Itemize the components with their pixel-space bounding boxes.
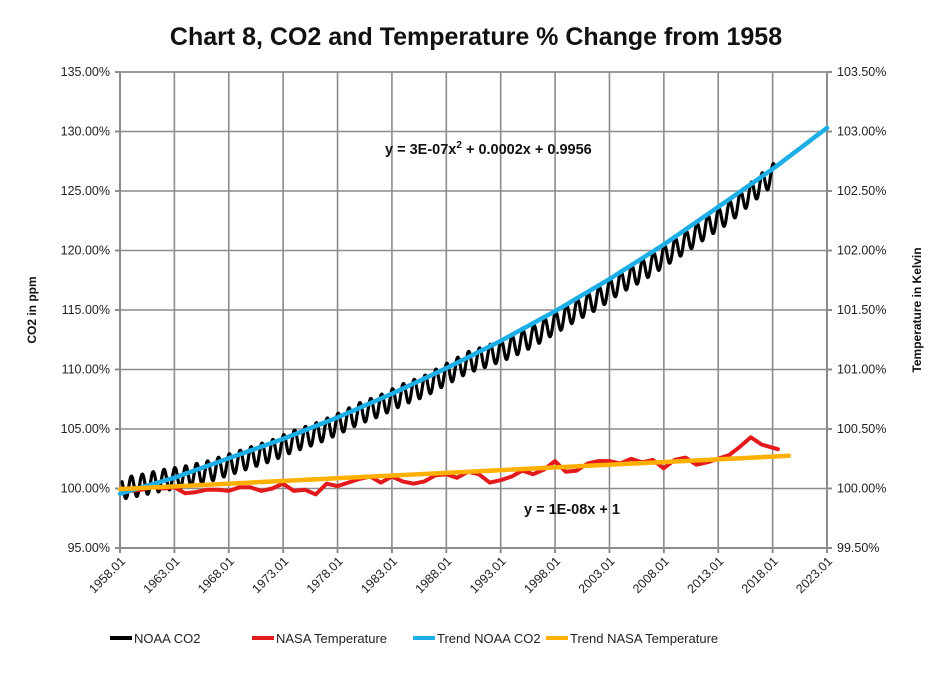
- left-tick-label: 95.00%: [68, 541, 110, 555]
- series-noaa-co2: [120, 162, 776, 500]
- x-tick-label: 2003.01: [576, 554, 618, 596]
- left-axis-ticks: 95.00% 100.00% 105.00% 110.00% 115.00% 120.00…: [61, 65, 110, 555]
- right-axis-title: Temperature in Kelvin: [910, 247, 924, 372]
- series-trend-noaa-co2: [117, 125, 830, 496]
- left-tick-label: 115.00%: [62, 303, 110, 317]
- co2-trend-equation-sup: 2: [456, 140, 462, 151]
- legend-label: NASA Temperature: [276, 631, 387, 646]
- left-tick-label: 100.00%: [61, 482, 110, 496]
- right-tick-label: 103.50%: [837, 65, 886, 79]
- axes: [115, 71, 832, 553]
- x-tick-label: 2018.01: [739, 554, 781, 596]
- left-tick-label: 130.00%: [61, 125, 110, 139]
- legend-label: Trend NOAA CO2: [437, 631, 541, 646]
- x-tick-label: 1978.01: [304, 554, 346, 596]
- right-tick-label: 103.00%: [837, 125, 886, 139]
- left-tick-label: 120.00%: [61, 244, 110, 258]
- x-axis-ticks: 1958.01 1963.01 1968.01 1973.01 1978.01 1983.…: [86, 554, 835, 596]
- x-tick-label: 1963.01: [141, 554, 183, 596]
- x-tick-label: 1998.01: [521, 554, 563, 596]
- left-tick-label: 135.00%: [61, 65, 110, 79]
- x-tick-label: 2008.01: [630, 554, 672, 596]
- co2-trend-equation-main: y = 3E-07x: [385, 142, 456, 158]
- co2-trend-equation-rest: + 0.0002x + 0.9956: [462, 142, 592, 158]
- right-tick-label: 99.50%: [837, 541, 879, 555]
- left-tick-label: 125.00%: [61, 184, 110, 198]
- legend-label: Trend NASA Temperature: [570, 631, 718, 646]
- right-tick-label: 101.50%: [837, 303, 886, 317]
- x-tick-label: 1968.01: [195, 554, 237, 596]
- left-tick-label: 110.00%: [62, 363, 110, 377]
- x-tick-label: 2023.01: [793, 554, 835, 596]
- legend: NOAA CO2 NASA Temperature Trend NOAA CO2 Tr…: [110, 631, 718, 646]
- right-tick-label: 100.50%: [837, 422, 886, 436]
- x-tick-label: 1983.01: [358, 554, 400, 596]
- x-tick-label: 1958.01: [86, 554, 128, 596]
- x-tick-label: 2013.01: [685, 554, 727, 596]
- right-tick-label: 102.00%: [837, 244, 886, 258]
- gridlines: [120, 71, 827, 548]
- right-axis-ticks: 99.50% 100.00% 100.50% 101.00% 101.50% 102.00…: [837, 65, 886, 555]
- right-tick-label: 101.00%: [837, 363, 886, 377]
- left-axis-title: CO2 in ppm: [25, 276, 39, 343]
- chart-title: Chart 8, CO2 and Temperature % Change fr…: [170, 23, 782, 51]
- legend-label: NOAA CO2: [134, 631, 200, 646]
- x-tick-label: 1988.01: [413, 554, 455, 596]
- series-trend-nasa-temperature: [117, 453, 792, 492]
- left-tick-label: 105.00%: [61, 422, 110, 436]
- x-tick-label: 1973.01: [249, 554, 291, 596]
- right-tick-label: 100.00%: [837, 482, 886, 496]
- right-tick-label: 102.50%: [837, 184, 886, 198]
- x-tick-label: 1993.01: [467, 554, 509, 596]
- series-layer: [117, 125, 830, 500]
- co2-trend-equation: y = 3E-07x2 + 0.0002x + 0.9956: [385, 140, 592, 158]
- temp-trend-equation: y = 1E-08x + 1: [524, 502, 620, 518]
